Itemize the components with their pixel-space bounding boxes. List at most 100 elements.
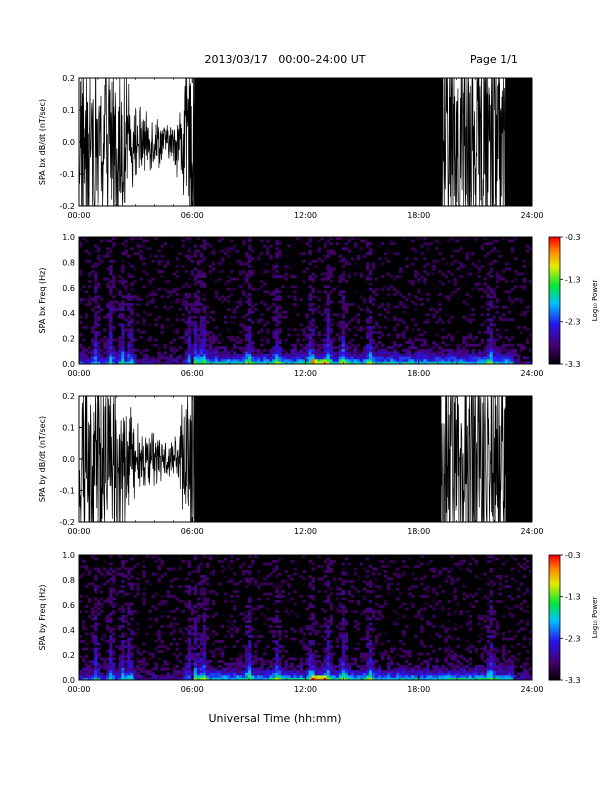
spectrogram-cell — [220, 625, 225, 628]
spectrogram-cell — [275, 252, 279, 256]
spectrogram-cell — [341, 333, 346, 337]
spectrogram-cell — [356, 257, 361, 261]
spectrogram-cell — [284, 675, 288, 678]
colorbar-swatch — [549, 308, 560, 312]
spectrogram-cell — [251, 675, 255, 678]
spectrogram-cell — [239, 298, 243, 301]
spectrogram-cell — [169, 264, 173, 268]
spectrogram-cell — [121, 351, 125, 355]
spectrogram-cell — [381, 358, 385, 362]
spectrogram-cell — [335, 351, 340, 355]
spectrogram-cell — [248, 313, 252, 317]
spectrogram-cell — [453, 282, 457, 286]
spectrogram-cell — [124, 239, 128, 243]
spectrogram-cell — [217, 640, 222, 643]
spectrogram-cell — [91, 582, 95, 586]
spectrogram-cell — [477, 348, 481, 352]
spectrogram-cell — [260, 254, 264, 258]
spectrogram-cell — [190, 331, 195, 334]
spectrogram-cell — [293, 305, 297, 309]
spectrogram-cell — [332, 267, 337, 271]
spectrogram-cell — [193, 275, 198, 278]
spectrogram-cell — [474, 254, 478, 258]
spectrogram-cell — [139, 670, 143, 673]
spectrogram-cell — [248, 328, 252, 332]
spectrogram-cell — [91, 356, 95, 360]
spectrogram-cell — [384, 257, 388, 261]
spectrogram-cell — [187, 590, 192, 593]
spectrogram-cell — [489, 305, 494, 309]
spectrogram-cell — [181, 600, 186, 603]
spectrogram-cell — [435, 333, 439, 337]
spectrogram-cell — [278, 622, 282, 626]
spectrogram-cell — [208, 632, 213, 636]
spectrogram-cell — [202, 577, 207, 581]
spectrogram-cell — [308, 351, 312, 355]
spectrogram-cell — [362, 348, 367, 352]
spectrogram-cell — [287, 612, 291, 616]
spectrogram-cell — [272, 264, 276, 268]
spectrogram-cell — [233, 560, 237, 563]
spectrogram-cell — [193, 328, 198, 332]
spectrogram-cell — [224, 361, 228, 365]
spectrogram-cell — [405, 264, 409, 268]
spectrogram-cell — [214, 675, 219, 678]
spectrogram-cell — [266, 597, 270, 601]
spectrogram-cell — [329, 242, 334, 245]
spectrogram-cell — [311, 351, 315, 355]
spectrogram-cell — [148, 625, 152, 628]
spectrogram-cell — [208, 361, 213, 365]
spectrogram-cell — [121, 308, 125, 311]
spectrogram-cell — [362, 300, 367, 304]
spectrogram-cell — [353, 290, 358, 294]
spectrogram-cell — [468, 295, 472, 299]
spectrogram-cell — [254, 642, 258, 646]
spectrogram-cell — [245, 585, 249, 588]
spectrogram-cell — [420, 252, 424, 256]
colorbar-tick-label: -0.3 — [565, 233, 581, 242]
spectrogram-cell — [465, 348, 469, 352]
spectrogram-cell — [263, 356, 267, 360]
spectrogram-cell — [85, 675, 89, 678]
spectrogram-cell — [109, 667, 113, 671]
spectrogram-cell — [91, 270, 95, 273]
spectrogram-cell — [251, 320, 255, 324]
spectrogram-cell — [136, 577, 140, 581]
spectrogram-cell — [299, 630, 303, 633]
spectrogram-cell — [329, 270, 334, 273]
spectrogram-cell — [393, 315, 397, 319]
spectrogram-cell — [371, 361, 376, 365]
spectrogram-cell — [320, 662, 324, 666]
spectrogram-cell — [82, 625, 86, 628]
spectrogram-cell — [178, 356, 183, 360]
spectrogram-cell — [199, 647, 204, 651]
spectrogram-cell — [88, 600, 92, 603]
spectrogram-cell — [254, 650, 258, 653]
spectrogram-cell — [359, 247, 364, 251]
spectrogram-cell — [408, 356, 412, 360]
spectrogram-cell — [97, 585, 101, 588]
spectrogram-cell — [220, 570, 225, 573]
spectrogram-cell — [91, 343, 95, 347]
spectrogram-cell — [504, 336, 509, 339]
spectrogram-cell — [106, 572, 110, 576]
spectrogram-cell — [529, 280, 533, 284]
spectrogram-cell — [91, 600, 95, 603]
x-tick-label: 06:00 — [181, 369, 204, 378]
spectrogram-cell — [323, 662, 327, 666]
spectrogram-cell — [106, 665, 110, 668]
spectrogram-cell — [112, 675, 116, 678]
spectrogram-cell — [94, 642, 98, 646]
spectrogram-cell — [471, 318, 475, 322]
spectrogram-cell — [323, 677, 327, 681]
spectrogram-cell — [130, 247, 134, 251]
spectrogram-cell — [411, 300, 415, 304]
spectrogram-cell — [166, 675, 170, 678]
spectrogram-cell — [423, 356, 427, 360]
spectrogram-cell — [239, 657, 243, 661]
spectrogram-cell — [248, 272, 252, 276]
spectrogram-cell — [166, 259, 170, 263]
spectrogram-cell — [193, 642, 198, 646]
spectrogram-cell — [214, 303, 219, 306]
spectrogram-cell — [103, 582, 107, 586]
